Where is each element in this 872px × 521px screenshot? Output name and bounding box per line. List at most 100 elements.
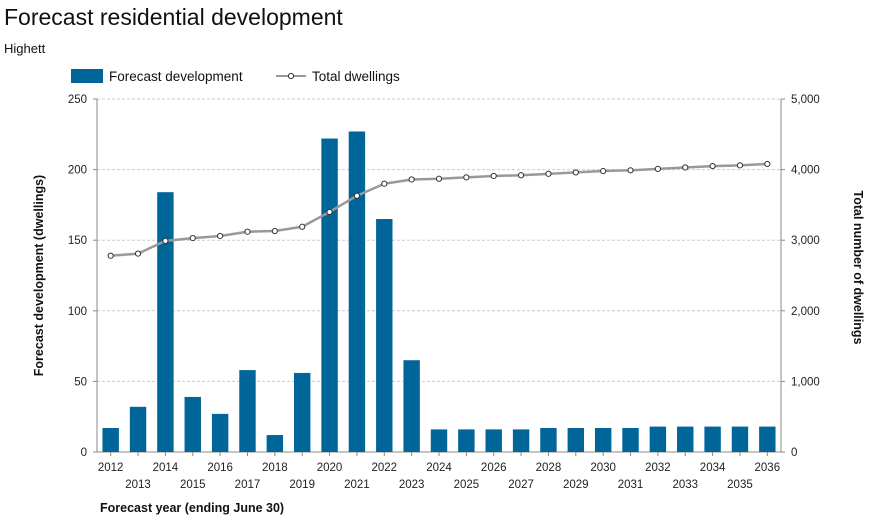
x-axis-title: Forecast year (ending June 30)	[100, 501, 284, 515]
line-point	[682, 164, 689, 171]
x-tick-label: 2015	[180, 479, 206, 491]
legend-line-label: Total dwellings	[312, 69, 400, 84]
chart-title: Forecast residential development	[4, 4, 343, 30]
x-tick-label: 2029	[563, 479, 589, 491]
line-point	[654, 165, 661, 172]
x-tick-label: 2022	[371, 462, 397, 474]
line-point	[764, 160, 771, 168]
x-tick-label: 2021	[344, 479, 370, 491]
x-tick-label: 2013	[125, 479, 151, 491]
legend-bar-label: Forecast development	[109, 69, 243, 84]
y2-tick-label: 3,000	[791, 235, 820, 247]
y-tick-label: 0	[81, 447, 87, 459]
y-axis-title: Forecast development (dwellings)	[32, 175, 46, 376]
line-point	[326, 208, 333, 216]
line-point	[463, 174, 470, 181]
x-tick-label: 2026	[481, 462, 507, 474]
bar-series	[102, 131, 776, 452]
bar	[731, 426, 749, 452]
y2-tick-label: 2,000	[791, 306, 820, 318]
line-point	[736, 162, 744, 169]
y2-tick-label: 4,000	[791, 165, 820, 177]
y2-tick-label: 0	[791, 447, 797, 459]
line-point	[490, 172, 497, 180]
line-point	[107, 252, 114, 259]
x-tick-label: 2032	[645, 462, 671, 474]
y-tick-label: 100	[68, 306, 87, 318]
x-tick-label: 2012	[98, 462, 124, 474]
line-point	[709, 162, 716, 170]
x-tick-label: 2023	[399, 479, 425, 491]
line-point	[545, 170, 552, 177]
line-point	[299, 223, 306, 230]
x-tick-label: 2024	[426, 462, 452, 474]
legend-bar-swatch	[71, 69, 103, 83]
bar	[403, 360, 420, 452]
bar	[458, 429, 475, 452]
x-tick-label: 2018	[262, 462, 288, 474]
bar	[321, 138, 338, 452]
x-tick-label: 2030	[590, 462, 616, 474]
x-tick-label: 2036	[755, 462, 781, 474]
y2-tick-label: 5,000	[791, 94, 820, 106]
bar	[759, 426, 776, 452]
tick-labels: 0 0 50 1,000 100 2,000 150 3,000 200 4,000 250 5,00…	[32, 94, 865, 515]
x-tick-label: 2025	[454, 479, 480, 491]
bar	[677, 426, 694, 452]
x-tick-label: 2028	[536, 462, 562, 474]
bar	[485, 429, 502, 452]
chart-subtitle: Highett	[4, 41, 46, 56]
bar	[102, 427, 119, 452]
y-tick-label: 250	[68, 94, 87, 106]
x-tick-label: 2020	[317, 462, 343, 474]
bar	[704, 426, 721, 452]
bar	[129, 406, 147, 452]
bar	[649, 426, 667, 452]
bar	[157, 192, 174, 452]
legend-line-marker	[287, 72, 295, 80]
line-point	[600, 167, 607, 175]
line-point	[517, 172, 525, 179]
x-tick-label: 2033	[672, 479, 698, 491]
bar	[567, 427, 585, 452]
line-point	[381, 180, 388, 187]
bar	[376, 219, 393, 452]
line-point	[189, 234, 196, 242]
line-point	[435, 175, 443, 182]
bar	[512, 429, 530, 452]
bar	[594, 427, 612, 452]
bar	[293, 372, 311, 452]
x-tick-label: 2035	[727, 479, 753, 491]
line-point	[217, 232, 224, 240]
line-point	[627, 167, 634, 174]
line-point	[353, 192, 361, 199]
y2-tick-label: 1,000	[791, 376, 820, 388]
legend: Forecast development Total dwellings	[71, 69, 400, 84]
y-tick-label: 150	[68, 235, 87, 247]
y-tick-label: 200	[68, 165, 87, 177]
line-point	[162, 237, 169, 245]
y-tick-label: 50	[74, 376, 87, 388]
line-point	[271, 227, 278, 235]
axes	[93, 98, 785, 456]
line-point	[244, 228, 251, 235]
line-point	[134, 250, 142, 257]
line-series	[107, 160, 771, 259]
x-tick-label: 2034	[700, 462, 726, 474]
x-tick-label: 2031	[618, 479, 644, 491]
line-point	[408, 176, 415, 183]
x-tick-label: 2027	[508, 479, 534, 491]
y2-axis-title: Total number of dwellings	[851, 191, 865, 345]
bar	[184, 396, 201, 452]
bar	[266, 435, 284, 452]
line-point	[572, 169, 579, 176]
bar	[239, 370, 256, 452]
x-tick-label: 2016	[207, 462, 233, 474]
bar	[540, 427, 557, 452]
x-tick-label: 2019	[289, 479, 315, 491]
bar	[622, 427, 639, 452]
bar	[348, 131, 366, 452]
x-tick-label: 2017	[235, 479, 261, 491]
bar	[211, 413, 229, 452]
